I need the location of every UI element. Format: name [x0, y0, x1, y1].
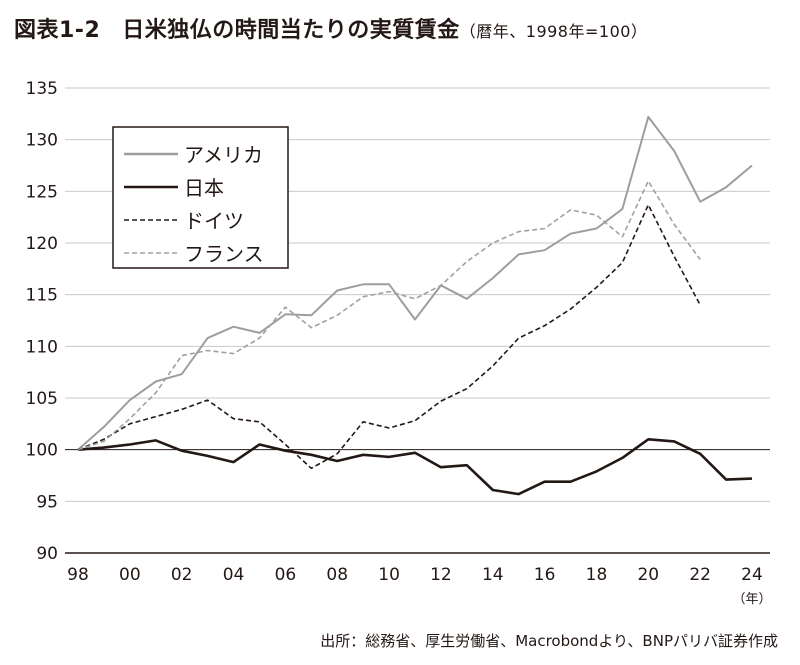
x-tick-label: 98	[67, 565, 89, 585]
series-line-1	[77, 437, 753, 496]
x-tick-label: 24	[741, 565, 763, 585]
x-tick-label: 00	[119, 565, 141, 585]
y-tick-label: 120	[26, 234, 58, 254]
x-tick-label: 20	[637, 565, 659, 585]
x-tick-label: 08	[326, 565, 348, 585]
legend-box	[112, 126, 289, 269]
y-tick-label: 110	[26, 337, 58, 357]
x-axis-label: （年）	[732, 592, 771, 607]
y-tick-label: 95	[36, 492, 58, 512]
legend-label: アメリカ	[184, 143, 263, 167]
source-note: 出所：総務省、厚生労働省、Macrobondより、BNPパリバ証券作成	[320, 632, 778, 650]
figure-number: 図表1-2	[14, 18, 101, 43]
y-tick-label: 115	[26, 286, 58, 306]
x-tick-label: 14	[482, 565, 504, 585]
x-tick-label: 10	[378, 565, 400, 585]
title-main: 日米独仏の時間当たりの実質賃金	[122, 18, 460, 43]
legend-label: フランス	[184, 242, 264, 266]
x-tick-label: 22	[689, 565, 711, 585]
y-tick-label: 100	[26, 441, 58, 461]
x-tick-label: 06	[275, 565, 297, 585]
y-tick-label: 130	[26, 131, 58, 151]
chart-title: 図表1-2 日米独仏の時間当たりの実質賃金（暦年、1998年=100）	[14, 12, 647, 44]
y-tick-label: 90	[36, 544, 58, 564]
title-note: （暦年、1998年=100）	[459, 22, 648, 41]
x-tick-label: 12	[430, 565, 452, 585]
series-line-2	[77, 204, 701, 470]
x-tick-label: 04	[223, 565, 245, 585]
y-tick-label: 135	[26, 79, 58, 99]
x-tick-label: 18	[586, 565, 608, 585]
legend-label: 日本	[184, 176, 224, 200]
legend-label: ドイツ	[184, 209, 244, 233]
y-tick-label: 125	[26, 182, 58, 202]
series-line-0	[77, 115, 753, 451]
y-tick-label: 105	[26, 389, 58, 409]
x-tick-label: 02	[171, 565, 193, 585]
x-tick-label: 16	[534, 565, 556, 585]
series-line-3	[77, 180, 701, 451]
